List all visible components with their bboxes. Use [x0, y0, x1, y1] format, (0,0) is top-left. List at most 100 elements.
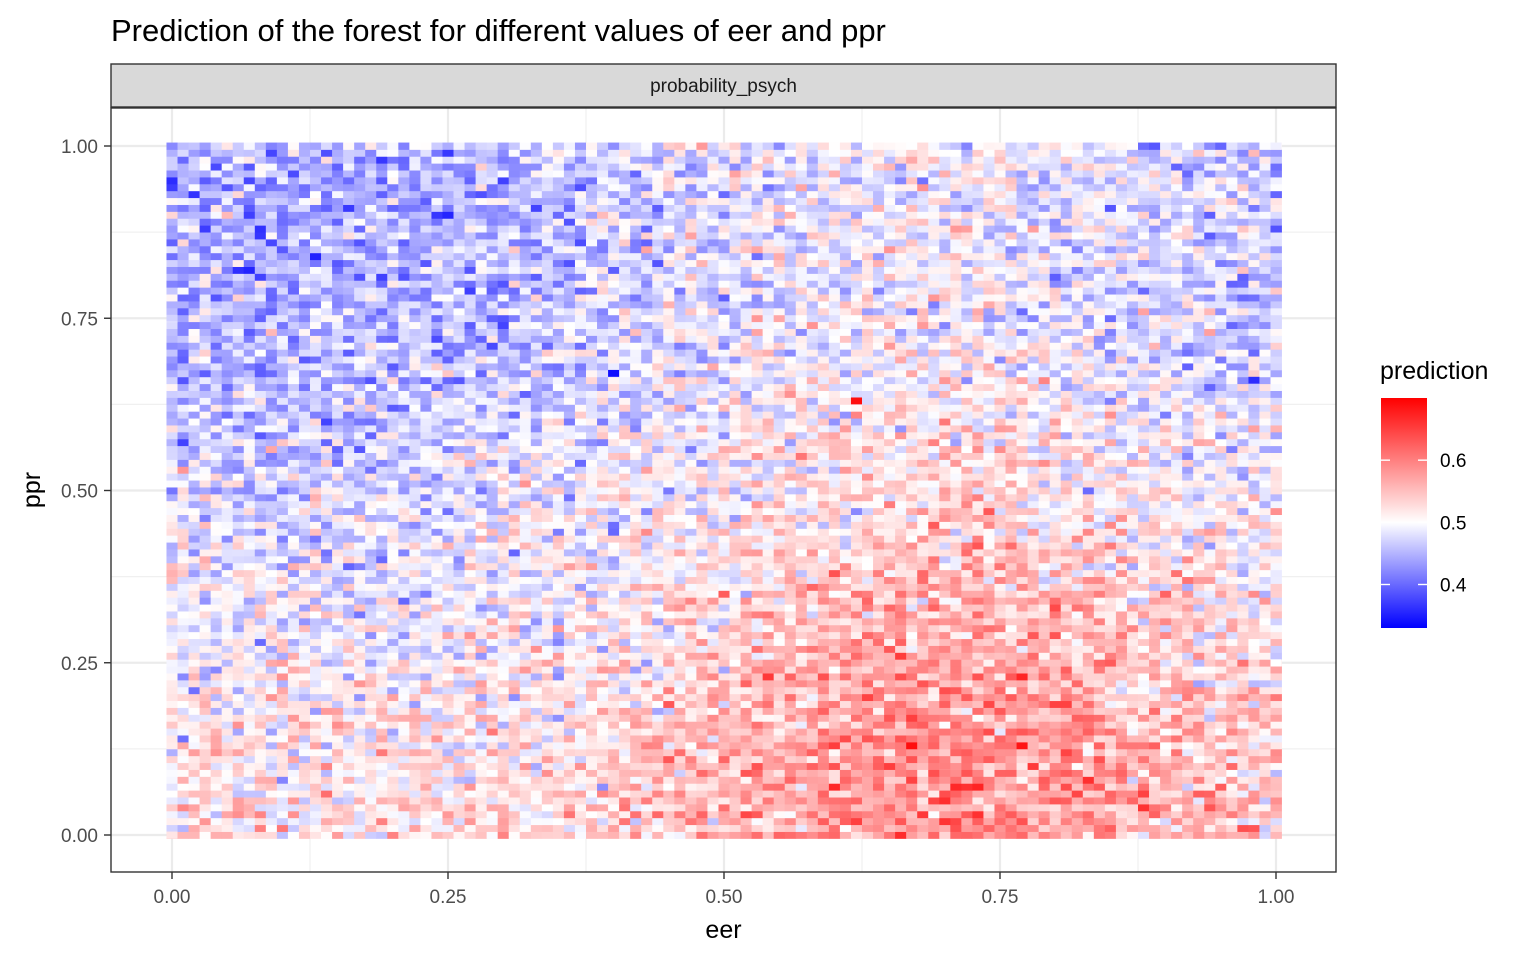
heatmap-tile	[1270, 535, 1281, 542]
heatmap-tile	[1105, 556, 1116, 563]
heatmap-tile	[310, 584, 321, 591]
heatmap-tile	[431, 756, 442, 763]
heatmap-tile	[277, 549, 288, 556]
heatmap-tile	[376, 646, 387, 653]
heatmap-tile	[1017, 687, 1028, 694]
heatmap-tile	[1006, 625, 1017, 632]
heatmap-tile	[277, 666, 288, 673]
heatmap-tile	[542, 694, 553, 701]
heatmap-tile	[365, 728, 376, 735]
heatmap-tile	[862, 797, 873, 804]
heatmap-tile	[1039, 549, 1050, 556]
heatmap-tile	[730, 556, 741, 563]
heatmap-tile	[1259, 818, 1270, 825]
heatmap-tile	[895, 687, 906, 694]
heatmap-tile	[387, 818, 398, 825]
heatmap-tile	[498, 508, 509, 515]
heatmap-tile	[354, 687, 365, 694]
heatmap-tile	[696, 770, 707, 777]
heatmap-tile	[531, 756, 542, 763]
heatmap-tile	[807, 625, 818, 632]
heatmap-tile	[884, 811, 895, 818]
heatmap-tile	[586, 535, 597, 542]
heatmap-tile	[365, 577, 376, 584]
heatmap-tile	[1149, 652, 1160, 659]
heatmap-tile	[398, 783, 409, 790]
heatmap-tile	[531, 818, 542, 825]
heatmap-tile	[785, 632, 796, 639]
heatmap-tile	[1204, 646, 1215, 653]
heatmap-tile	[498, 728, 509, 735]
heatmap-tile	[641, 528, 652, 535]
heatmap-tile	[222, 604, 233, 611]
heatmap-tile	[1237, 611, 1248, 618]
heatmap-tile	[818, 542, 829, 549]
heatmap-tile	[1270, 625, 1281, 632]
heatmap-tile	[774, 528, 785, 535]
heatmap-tile	[928, 535, 939, 542]
heatmap-tile	[961, 625, 972, 632]
heatmap-tile	[233, 783, 244, 790]
heatmap-tile	[807, 687, 818, 694]
heatmap-tile	[465, 735, 476, 742]
heatmap-tile	[685, 535, 696, 542]
heatmap-tile	[961, 563, 972, 570]
heatmap-tile	[1160, 611, 1171, 618]
heatmap-tile	[509, 508, 520, 515]
heatmap-tile	[365, 590, 376, 597]
heatmap-tile	[343, 797, 354, 804]
heatmap-tile	[652, 811, 663, 818]
heatmap-tile	[807, 597, 818, 604]
heatmap-tile	[1127, 570, 1138, 577]
heatmap-tile	[950, 549, 961, 556]
heatmap-tile	[1193, 673, 1204, 680]
heatmap-tile	[961, 528, 972, 535]
heatmap-tile	[509, 763, 520, 770]
heatmap-tile	[652, 501, 663, 508]
heatmap-tile	[542, 728, 553, 735]
heatmap-tile	[310, 673, 321, 680]
heatmap-tile	[1160, 508, 1171, 515]
heatmap-tile	[431, 673, 442, 680]
heatmap-tile	[211, 577, 222, 584]
heatmap-tile	[244, 735, 255, 742]
heatmap-tile	[884, 646, 895, 653]
heatmap-tile	[1215, 501, 1226, 508]
chart-title: Prediction of the forest for different v…	[111, 13, 886, 48]
heatmap-tile	[641, 646, 652, 653]
heatmap-tile	[840, 556, 851, 563]
heatmap-tile	[244, 797, 255, 804]
heatmap-tile	[365, 528, 376, 535]
heatmap-tile	[983, 790, 994, 797]
heatmap-tile	[299, 590, 310, 597]
heatmap-tile	[586, 749, 597, 756]
heatmap-tile	[409, 783, 420, 790]
heatmap-tile	[520, 501, 531, 508]
heatmap-tile	[288, 604, 299, 611]
heatmap-tile	[1083, 604, 1094, 611]
heatmap-tile	[553, 625, 564, 632]
heatmap-tile	[454, 625, 465, 632]
heatmap-tile	[939, 694, 950, 701]
heatmap-tile	[608, 804, 619, 811]
heatmap-tile	[1017, 508, 1028, 515]
heatmap-tile	[476, 639, 487, 646]
heatmap-tile	[1050, 515, 1061, 522]
heatmap-tile	[178, 618, 189, 625]
heatmap-tile	[1083, 590, 1094, 597]
heatmap-tile	[983, 584, 994, 591]
heatmap-tile	[1127, 522, 1138, 529]
heatmap-tile	[707, 818, 718, 825]
heatmap-tile	[1248, 708, 1259, 715]
heatmap-tile	[299, 646, 310, 653]
heatmap-tile	[895, 515, 906, 522]
heatmap-tile	[862, 646, 873, 653]
heatmap-tile	[531, 584, 542, 591]
heatmap-tile	[663, 749, 674, 756]
heatmap-tile	[1017, 811, 1028, 818]
heatmap-tile	[873, 818, 884, 825]
heatmap-tile	[597, 770, 608, 777]
heatmap-tile	[752, 701, 763, 708]
heatmap-tile	[1105, 652, 1116, 659]
heatmap-tile	[961, 535, 972, 542]
